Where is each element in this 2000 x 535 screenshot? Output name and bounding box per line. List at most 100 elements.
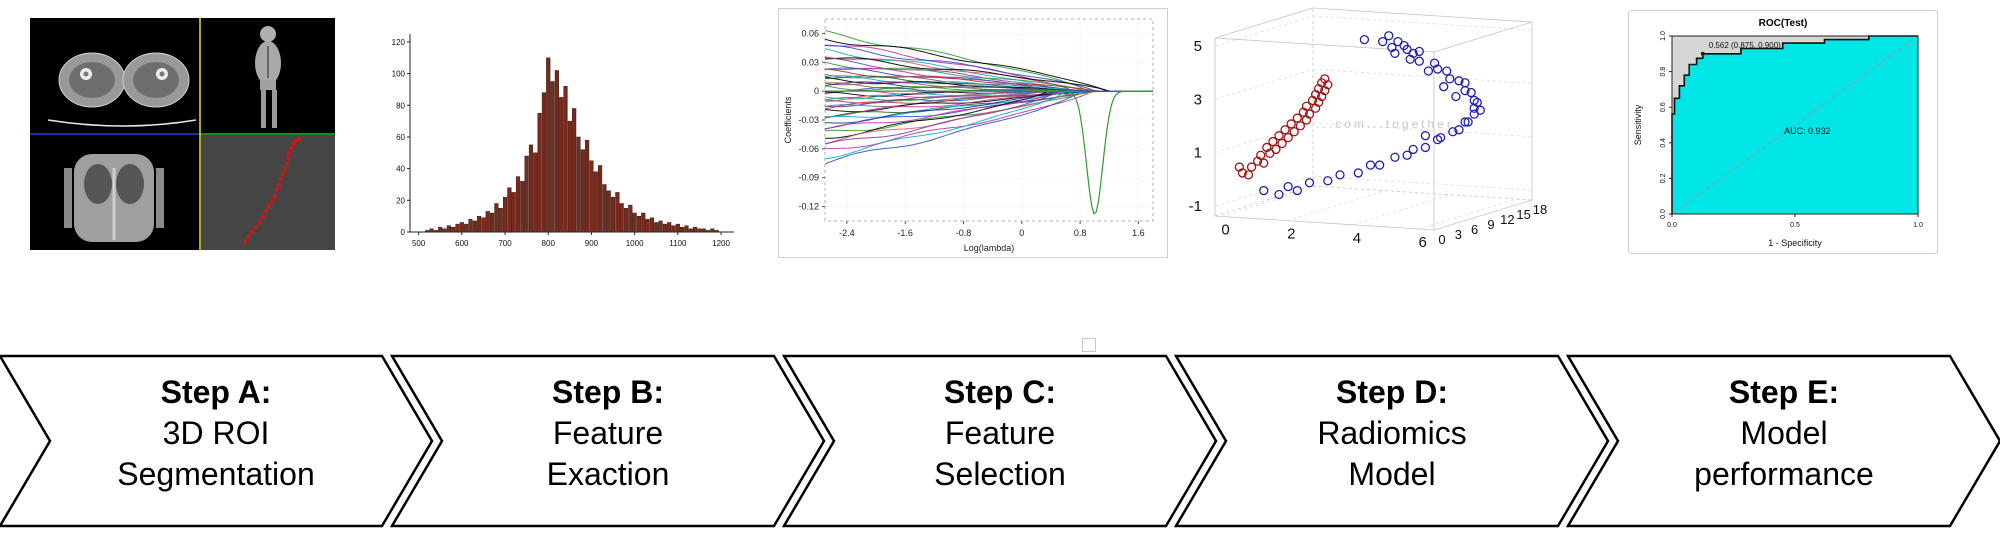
svg-text:12: 12: [1500, 212, 1514, 227]
step-c-title: Step C:: [944, 374, 1056, 410]
svg-text:700: 700: [498, 239, 512, 248]
svg-text:5: 5: [1194, 38, 1202, 55]
svg-text:0: 0: [1438, 232, 1445, 247]
svg-text:900: 900: [585, 239, 599, 248]
svg-text:40: 40: [396, 165, 405, 174]
step-c-label: Step C: Feature Selection: [808, 372, 1192, 495]
panel-3d-scatter-model: 5 3 1 -1 0 2 4 6 0 3 6 9 12 15 18 ...com...together: [1170, 6, 1562, 252]
svg-text:120: 120: [392, 38, 406, 47]
svg-text:0: 0: [814, 86, 819, 96]
step-b-line-1: Feature: [552, 415, 664, 451]
step-a-line-2: Segmentation: [117, 456, 315, 492]
svg-text:Sensitivity: Sensitivity: [1633, 104, 1643, 145]
svg-text:4: 4: [1353, 230, 1361, 247]
step-a-line-1: 3D ROI: [162, 415, 270, 451]
step-d-line-1: Radiomics: [1317, 415, 1467, 451]
svg-text:600: 600: [455, 239, 469, 248]
step-e-label: Step E: Model performance: [1592, 372, 1976, 495]
svg-text:1000: 1000: [626, 239, 644, 248]
svg-text:0.4: 0.4: [1660, 138, 1667, 148]
svg-text:800: 800: [542, 239, 556, 248]
panel-lasso-selection: -2.4 -1.6 -0.8 0 0.8 1.6 0.06 0.03 0 -0.03 -0.06 -0…: [778, 8, 1168, 258]
svg-text:1100: 1100: [669, 239, 687, 248]
scatter-series-group-blue: [1259, 31, 1485, 200]
svg-text:20: 20: [396, 196, 405, 205]
svg-text:6: 6: [1471, 222, 1478, 237]
svg-text:6: 6: [1418, 234, 1426, 251]
svg-text:-0.03: -0.03: [798, 115, 819, 125]
svg-text:AUC: 0.932: AUC: 0.932: [1784, 126, 1831, 136]
svg-text:80: 80: [396, 101, 405, 110]
svg-text:0.0: 0.0: [1667, 222, 1677, 229]
svg-text:Log(lambda): Log(lambda): [964, 243, 1015, 253]
lasso-paths-chart: -2.4 -1.6 -0.8 0 0.8 1.6 0.06 0.03 0 -0.03 -0.06 -0…: [783, 18, 1154, 253]
svg-text:1 - Specificity: 1 - Specificity: [1768, 238, 1822, 248]
svg-text:...com...together: ...com...together: [1316, 117, 1454, 131]
step-arrow-1: [0, 354, 434, 528]
svg-text:3: 3: [1455, 227, 1462, 242]
svg-text:-0.12: -0.12: [798, 202, 819, 212]
svg-text:2: 2: [1287, 226, 1295, 243]
svg-text:500: 500: [412, 239, 426, 248]
step-d-label: Step D: Radiomics Model: [1200, 372, 1584, 495]
svg-text:0.5: 0.5: [1790, 222, 1800, 229]
step-arrow-5: [1565, 354, 2000, 528]
svg-text:-1: -1: [1189, 198, 1202, 215]
svg-text:0: 0: [1221, 221, 1229, 238]
svg-text:0.8: 0.8: [1660, 67, 1667, 77]
scatter-series-group-red: [1234, 74, 1333, 180]
svg-text:1.0: 1.0: [1660, 31, 1667, 41]
step-a-label: Step A: 3D ROI Segmentation: [24, 372, 408, 495]
svg-text:100: 100: [392, 70, 406, 79]
feature-histogram-chart: 500 600 700 800 900 1000 1100 1200 0 20 40 60 80 100 1…: [392, 34, 734, 248]
svg-text:ROC(Test): ROC(Test): [1759, 18, 1808, 29]
step-b-line-2: Exaction: [546, 456, 670, 492]
svg-text:0.2: 0.2: [1660, 173, 1667, 183]
chevron-arrows: [0, 354, 2000, 528]
svg-text:15: 15: [1516, 207, 1530, 222]
roc-chart: ROC(Test) 0.562 (0.875, 0.900) AUC: 0.932 0…: [1628, 10, 1938, 254]
svg-text:0.6: 0.6: [1660, 102, 1667, 112]
svg-text:1200: 1200: [712, 239, 730, 248]
stray-artifact-square: [1082, 338, 1096, 352]
svg-text:1: 1: [1194, 145, 1202, 162]
step-arrow-3: [781, 354, 1218, 528]
svg-text:3: 3: [1194, 91, 1202, 108]
roi-red-curve: [242, 136, 302, 245]
svg-text:0.8: 0.8: [1074, 228, 1087, 238]
process-arrows: [0, 354, 2000, 529]
step-arrow-4: [1173, 354, 1610, 528]
step-d-line-2: Model: [1348, 456, 1436, 492]
step-e-line-2: performance: [1694, 456, 1874, 492]
svg-text:0.06: 0.06: [801, 28, 819, 38]
step-b-label: Step B: Feature Exaction: [416, 372, 800, 495]
svg-text:-0.06: -0.06: [798, 144, 819, 154]
step-a-title: Step A:: [160, 374, 272, 410]
svg-text:9: 9: [1487, 217, 1494, 232]
step-e-line-1: Model: [1740, 415, 1828, 451]
panel-feature-histogram: 500 600 700 800 900 1000 1100 1200 0 20 40 60 80 100 1…: [372, 24, 744, 260]
medical-viewer-image: [30, 18, 335, 250]
panel-3d-roi-segmentation: [30, 18, 335, 250]
svg-text:Coefficients: Coefficients: [783, 96, 793, 143]
svg-text:0: 0: [401, 228, 406, 237]
svg-text:-0.09: -0.09: [798, 173, 819, 183]
svg-text:-1.6: -1.6: [897, 228, 913, 238]
step-arrow-2: [389, 354, 826, 528]
step-b-title: Step B:: [552, 374, 664, 410]
svg-text:0.562 (0.875, 0.900): 0.562 (0.875, 0.900): [1709, 41, 1781, 50]
svg-text:1.6: 1.6: [1132, 228, 1145, 238]
svg-text:1.0: 1.0: [1913, 222, 1923, 229]
step-e-title: Step E:: [1728, 374, 1840, 410]
step-c-line-2: Selection: [934, 456, 1066, 492]
svg-text:0.0: 0.0: [1660, 209, 1667, 219]
svg-text:0.03: 0.03: [801, 57, 819, 67]
scatter-3d-chart: 531-10 2 4 6 0 3 6 9 12 15 18...com...together: [1189, 7, 1547, 251]
lasso-lines: [824, 30, 1153, 215]
svg-text:18: 18: [1533, 202, 1547, 217]
step-c-line-1: Feature: [944, 415, 1056, 451]
step-d-title: Step D:: [1336, 374, 1448, 410]
svg-text:-2.4: -2.4: [839, 228, 855, 238]
svg-text:-0.8: -0.8: [956, 228, 972, 238]
